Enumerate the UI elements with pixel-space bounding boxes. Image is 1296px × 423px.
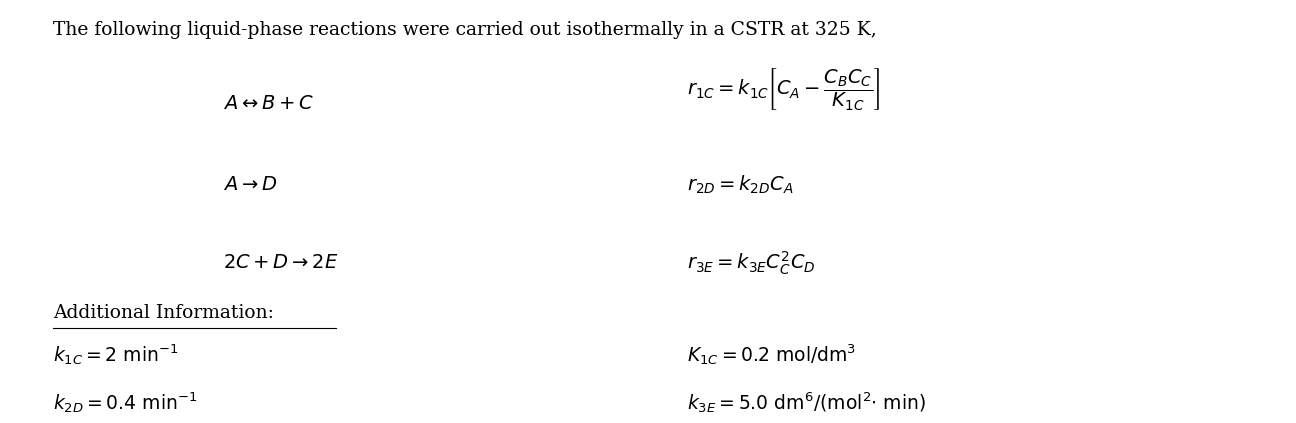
Text: $2C+D \rightarrow 2E$: $2C+D \rightarrow 2E$ [223,254,338,272]
Text: $r_{1C} = k_{1C}\left[C_A - \dfrac{C_B C_C}{K_{1C}}\right]$: $r_{1C} = k_{1C}\left[C_A - \dfrac{C_B C… [687,66,880,112]
Text: $r_{3E} = k_{3E}C_C^2 C_D$: $r_{3E} = k_{3E}C_C^2 C_D$ [687,250,815,277]
Text: $K_{1C} = 0.2\ \mathrm{mol/dm}^3$: $K_{1C} = 0.2\ \mathrm{mol/dm}^3$ [687,342,855,367]
Text: $r_{2D} = k_{2D}C_A$: $r_{2D} = k_{2D}C_A$ [687,173,793,196]
Text: $k_{2D} = 0.4\ \mathrm{min}^{-1}$: $k_{2D} = 0.4\ \mathrm{min}^{-1}$ [53,390,197,415]
Text: $k_{1C} = 2\ \mathrm{min}^{-1}$: $k_{1C} = 2\ \mathrm{min}^{-1}$ [53,342,179,367]
Text: The following liquid-phase reactions were carried out isothermally in a CSTR at : The following liquid-phase reactions wer… [53,21,877,39]
Text: $A \leftrightarrow B+C$: $A \leftrightarrow B+C$ [223,95,314,113]
Text: Additional Information:: Additional Information: [53,304,273,322]
Text: $k_{3E} = 5.0\ \mathrm{dm}^6/(\mathrm{mol}^2{\cdot}\ \mathrm{min})$: $k_{3E} = 5.0\ \mathrm{dm}^6/(\mathrm{mo… [687,390,925,415]
Text: $A \rightarrow D$: $A \rightarrow D$ [223,176,277,194]
